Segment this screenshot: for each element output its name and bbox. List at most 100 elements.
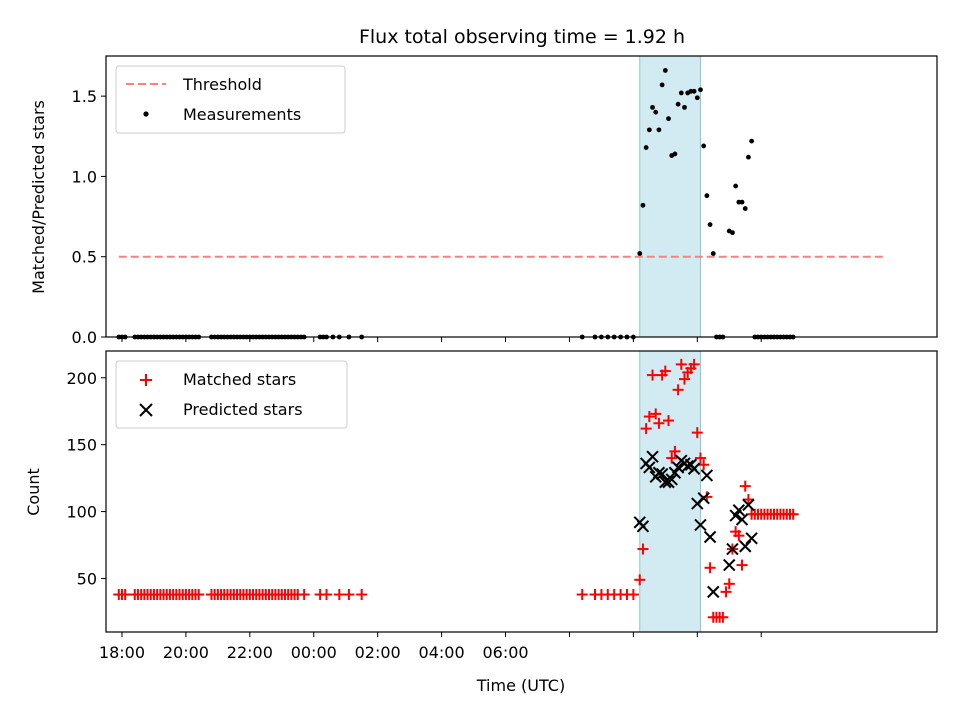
matched-star-point (627, 589, 639, 601)
predicted-star-point (739, 540, 752, 553)
bottom-x-tick-label: 00:00 (291, 643, 337, 662)
matched-star-point (647, 369, 659, 381)
predicted-star-point (636, 520, 650, 533)
measurement-point (672, 151, 678, 157)
bottom-y-tick-label: 150 (66, 436, 97, 455)
matched-star-point (704, 562, 716, 574)
matched-star-point (691, 427, 703, 439)
matched-star-point (663, 415, 675, 427)
matched-star-point (742, 494, 754, 506)
top-y-tick-label: 1.0 (72, 167, 97, 186)
matched-star-point (720, 586, 732, 598)
matched-star-point (643, 411, 655, 423)
matched-star-point (666, 452, 678, 464)
matched-legend-swatch (140, 374, 152, 386)
predicted-star-point (700, 469, 714, 482)
predicted-star-point (646, 450, 659, 463)
matched-star-point (679, 373, 691, 385)
measurement-point (662, 68, 668, 73)
matched-star-point (659, 365, 671, 377)
predicted-star-point (694, 518, 707, 532)
bottom-x-tick-label: 04:00 (419, 643, 465, 662)
predicted-star-point (643, 461, 656, 474)
bottom-x-tick-label: 22:00 (227, 643, 273, 662)
predicted-star-point (665, 473, 678, 486)
predicted-star-point (687, 462, 701, 475)
predicted-star-point (723, 558, 736, 572)
matched-star-point (298, 589, 310, 601)
matched-star-point (653, 417, 665, 429)
measurement-point (739, 199, 745, 205)
measurement-point (646, 127, 652, 133)
matched-star-point (694, 452, 706, 464)
predicted-star-point (655, 467, 669, 481)
bottom-panel: 50 100 150 200 18:00 20:00 22:00 00:00 02:00 04:… (24, 350, 938, 695)
matched-star-point (333, 589, 345, 601)
measurement-point (746, 154, 751, 160)
top-panel-title: Flux total observing time = 1.92 h (359, 26, 685, 48)
measurement-point (701, 143, 707, 149)
top-legend: Threshold Measurements (115, 65, 346, 134)
top-y-tick-label: 0.0 (72, 328, 97, 347)
predicted-star-point (726, 542, 739, 556)
measurement-point (678, 90, 684, 96)
measurements-legend-swatch (143, 111, 149, 117)
matched-star-point (669, 445, 681, 457)
measurement-point (682, 104, 687, 110)
bottom-y-axis: 50 100 150 200 (66, 369, 106, 588)
matched-star-point (688, 358, 700, 370)
top-shaded-span (639, 55, 701, 338)
bottom-y-tick-label: 100 (66, 503, 97, 522)
measurement-point (650, 104, 655, 110)
bottom-legend: Matched stars Predicted stars (115, 360, 348, 429)
bottom-x-axis-label: Time (UTC) (476, 676, 565, 695)
matched-star-point (119, 589, 131, 601)
measurement-point (704, 193, 710, 199)
matched-star-point (650, 408, 662, 420)
predicted-star-point (732, 504, 746, 517)
predicted-star-point (697, 491, 710, 505)
top-plot-area (116, 55, 886, 340)
predicted-star-point (707, 585, 720, 599)
top-panel: Flux total observing time = 1.92 h 0.00.… (29, 26, 938, 347)
measurement-point (643, 145, 649, 150)
top-y-tick-label: 1.5 (72, 87, 97, 106)
measurement-point (710, 251, 716, 256)
bottom-x-tick-label: 18:00 (99, 643, 145, 662)
bottom-x-tick-label: 06:00 (482, 643, 528, 662)
matched-star-point (576, 589, 588, 601)
matched-star-point (723, 578, 735, 590)
threshold-legend-label: Threshold (182, 75, 262, 94)
predicted-legend-swatch (139, 403, 153, 417)
measurement-point (733, 183, 739, 189)
top-y-tick-label: 0.5 (72, 248, 97, 267)
bottom-y-tick-label: 200 (66, 369, 97, 388)
top-x-ticks (121, 337, 762, 342)
predicted-star-point (745, 532, 758, 545)
predicted-star-point (742, 498, 755, 512)
bottom-shaded-span (639, 350, 701, 633)
measurement-point (694, 95, 700, 101)
measurements-legend-label: Measurements (183, 105, 301, 124)
top-y-axis-label: Matched/Predicted stars (29, 100, 48, 294)
matched-star-point (672, 384, 684, 396)
matched-legend-label: Matched stars (183, 370, 296, 389)
matched-star-point (356, 589, 368, 601)
predicted-star-point (681, 459, 694, 473)
matched-star-point (640, 423, 652, 435)
matched-star-point (739, 480, 751, 492)
measurement-point (656, 127, 662, 133)
measurement-point (742, 206, 748, 211)
matched-star-point (698, 459, 710, 471)
measurement-point (675, 101, 681, 107)
predicted-star-point (652, 466, 666, 479)
matched-star-point (675, 358, 687, 370)
measurement-point (730, 230, 735, 236)
top-y-axis: 0.0 0.5 1.0 1.5 (72, 87, 106, 347)
bottom-x-tick-label: 02:00 (355, 643, 401, 662)
bottom-x-axis: 18:00 20:00 22:00 00:00 02:00 04:00 06:00 (99, 632, 762, 662)
predicted-star-point (703, 530, 717, 544)
bottom-y-axis-label: Count (24, 468, 43, 516)
matched-star-point (634, 574, 646, 586)
matched-star-point (733, 530, 745, 542)
